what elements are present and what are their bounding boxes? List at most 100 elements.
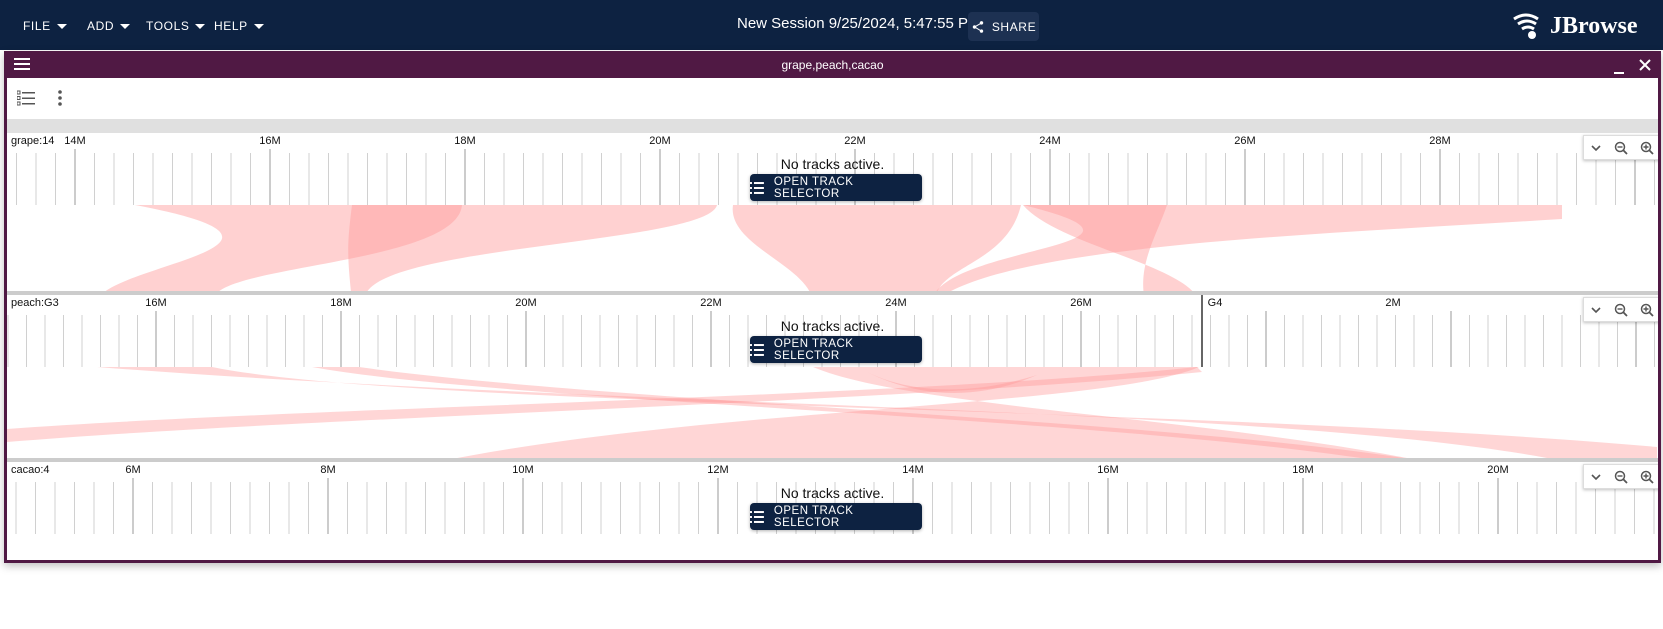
button-label: OPEN TRACK SELECTOR — [773, 337, 854, 362]
peach-panel: 16M 18M 20M 22M 24M 26M G4 2M peach:G3 N… — [7, 295, 1658, 367]
tick-label: 24M — [1037, 135, 1063, 147]
tools-menu[interactable]: TOOLS — [146, 16, 206, 36]
view-toolbar — [7, 78, 1658, 118]
caret-down-icon — [120, 23, 131, 29]
panel-divider — [7, 291, 1658, 295]
track-list-icon[interactable] — [16, 90, 35, 111]
tick-label: 20M — [513, 297, 539, 309]
caret-down-icon — [253, 23, 264, 29]
zoom-in-icon[interactable] — [1640, 141, 1654, 155]
session-title[interactable]: New Session 9/25/2024, 5:47:55 PM — [737, 15, 981, 32]
zoom-controls — [1583, 464, 1658, 489]
grape-panel: 14M 16M 18M 20M 22M 24M 26M 28M grape:14… — [7, 133, 1658, 205]
zoom-in-icon[interactable] — [1640, 470, 1654, 484]
tick-label: 14M — [62, 135, 88, 147]
no-tracks-message: No tracks active. — [780, 485, 885, 501]
open-track-selector-button[interactable]: OPEN TRACK SELECTOR — [750, 336, 922, 363]
linear-synteny-view: grape,peach,cacao 14M 16M — [4, 51, 1661, 563]
tick-label: 26M — [1232, 135, 1258, 147]
panel-label: cacao:4 — [10, 464, 51, 476]
synteny-ribbon — [97, 367, 1657, 462]
help-menu-label: HELP — [214, 19, 248, 33]
jbrowse-logo-icon — [1513, 13, 1539, 39]
panel-label: grape:14 — [10, 135, 56, 147]
view-menu-icon[interactable] — [14, 57, 30, 76]
jbrowse-logo: JBrowse — [1510, 11, 1655, 41]
chevron-down-icon[interactable] — [1590, 142, 1602, 154]
view-header: grape,peach,cacao — [4, 51, 1661, 78]
open-track-selector-button[interactable]: OPEN TRACK SELECTOR — [750, 174, 922, 201]
synteny-grape-peach — [97, 205, 1562, 301]
chevron-down-icon[interactable] — [1590, 471, 1602, 483]
tick-label: 22M — [842, 135, 868, 147]
synteny-ribbon — [437, 367, 1427, 462]
tick-label: 2M — [1383, 297, 1403, 309]
tick-label: 18M — [328, 297, 354, 309]
view-title: grape,peach,cacao — [781, 58, 884, 72]
zoom-out-icon[interactable] — [1614, 141, 1628, 155]
help-menu[interactable]: HELP — [214, 16, 264, 36]
tick-label: 28M — [1427, 135, 1453, 147]
tick-label: 16M — [143, 297, 169, 309]
tick-label: 16M — [1095, 464, 1121, 476]
share-icon — [972, 20, 984, 33]
list-icon — [750, 510, 764, 523]
zoom-in-icon[interactable] — [1640, 303, 1654, 317]
synteny-peach-cacao — [7, 367, 1657, 462]
region-label: G4 — [1205, 297, 1225, 309]
list-icon — [750, 181, 764, 194]
button-label: OPEN TRACK SELECTOR — [773, 175, 854, 200]
caret-down-icon — [56, 23, 67, 29]
caret-down-icon — [195, 23, 206, 29]
overview-strip — [7, 119, 1658, 133]
logo-text: JBrowse — [1550, 12, 1638, 39]
tick-label: 16M — [257, 135, 283, 147]
file-menu-label: FILE — [23, 19, 51, 33]
minimize-icon[interactable] — [1614, 61, 1626, 79]
synteny-ribbon — [867, 372, 1037, 394]
zoom-controls — [1583, 297, 1658, 322]
app-bar: FILE ADD TOOLS HELP New Session 9/25/202… — [0, 0, 1663, 50]
button-label: OPEN TRACK SELECTOR — [773, 504, 854, 529]
no-tracks-message: No tracks active. — [780, 156, 885, 172]
synteny-ribbon — [7, 367, 1202, 442]
panel-label: peach:G3 — [10, 297, 60, 309]
chevron-down-icon[interactable] — [1590, 304, 1602, 316]
no-tracks-message: No tracks active. — [780, 318, 885, 334]
synteny-ribbon — [97, 205, 462, 301]
grape-ruler — [16, 149, 1655, 205]
file-menu[interactable]: FILE — [23, 16, 67, 36]
tick-label: 22M — [698, 297, 724, 309]
zoom-out-icon[interactable] — [1614, 470, 1628, 484]
tick-label: 26M — [1068, 297, 1094, 309]
synteny-ribbon — [348, 205, 717, 301]
tools-menu-label: TOOLS — [146, 19, 190, 33]
tick-label: 6M — [123, 464, 143, 476]
add-menu[interactable]: ADD — [87, 16, 131, 36]
synteny-ribbon — [312, 367, 1427, 462]
cacao-panel: 6M 8M 10M 12M 14M 16M 18M 20M cacao:4 No… — [7, 462, 1658, 534]
zoom-out-icon[interactable] — [1614, 303, 1628, 317]
cacao-ruler — [15, 478, 1655, 534]
tick-label: 18M — [1290, 464, 1316, 476]
tick-label: 24M — [883, 297, 909, 309]
close-icon[interactable] — [1639, 58, 1651, 76]
tick-label: 10M — [510, 464, 536, 476]
synteny-ribbon — [732, 205, 1021, 301]
tick-label: 12M — [705, 464, 731, 476]
tick-label: 20M — [1485, 464, 1511, 476]
tick-label: 18M — [452, 135, 478, 147]
add-menu-label: ADD — [87, 19, 115, 33]
panel-divider — [7, 458, 1658, 462]
open-track-selector-button[interactable]: OPEN TRACK SELECTOR — [750, 503, 922, 530]
share-label: SHARE — [991, 19, 1037, 34]
more-vert-icon[interactable] — [57, 89, 63, 112]
share-button[interactable]: SHARE — [968, 12, 1039, 41]
synteny-ribbon — [935, 205, 1562, 301]
synteny-ribbon — [1023, 205, 1199, 301]
zoom-controls — [1583, 135, 1658, 160]
tick-label: 14M — [900, 464, 926, 476]
tick-label: 20M — [647, 135, 673, 147]
list-icon — [750, 343, 764, 356]
tick-label: 8M — [318, 464, 338, 476]
